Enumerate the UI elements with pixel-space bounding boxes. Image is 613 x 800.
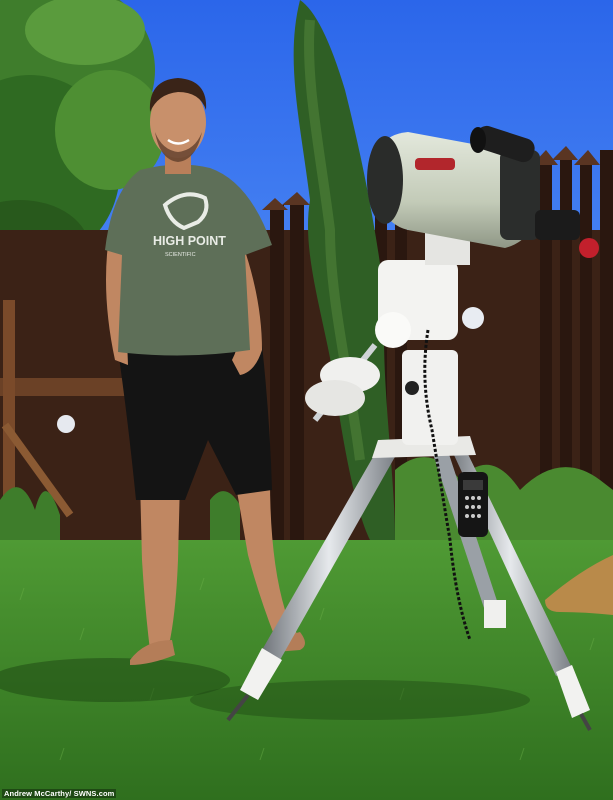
shirt-logo-line1: HIGH POINT [153,234,226,248]
tshirt [105,164,272,356]
white-flower [462,307,484,329]
tripod-shadow [190,680,530,720]
left-foot [130,640,175,665]
white-flower-small [57,415,75,433]
tripod-leg-left [262,445,396,660]
shorts [118,345,272,500]
fence [0,146,613,550]
person: HIGH POINT SCIENTIFIC [105,78,305,665]
coiled-cable [423,329,472,641]
left-leg [140,480,180,650]
left-tree [0,0,165,300]
counterweight-2 [305,380,365,416]
person-shadow [0,658,230,702]
mount-column [402,350,458,445]
smile [167,138,190,145]
beard [155,132,202,162]
right-leg [235,480,300,645]
shirt-logo-line2: SCIENTIFIC [165,252,196,258]
head [150,86,206,158]
shirt-logo: HIGH POINT SCIENTIFIC [153,192,226,258]
photo-credit: Andrew McCarthy/ SWNS.com [2,789,117,798]
optical-tube [367,125,599,258]
dog [545,555,613,615]
hair [149,78,207,112]
telescope [226,125,599,731]
hand-controller [458,472,488,537]
